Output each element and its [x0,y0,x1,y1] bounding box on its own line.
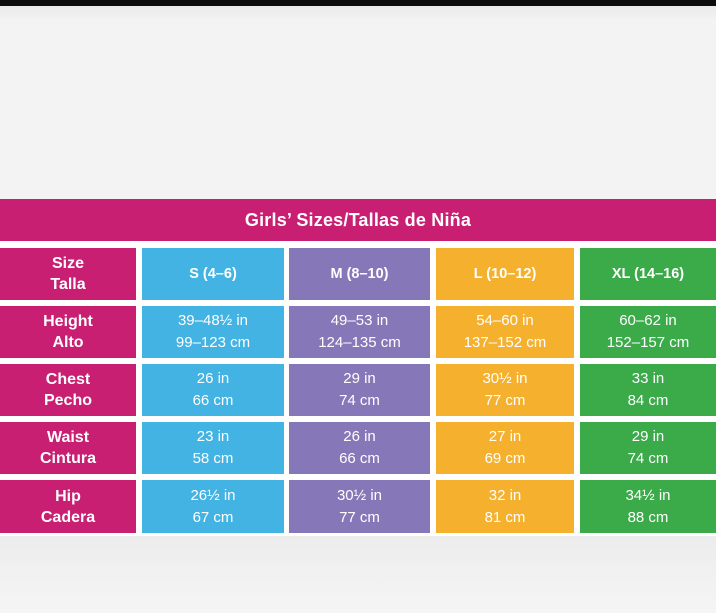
size-header-l: L (10–12) [436,248,574,300]
value-cell: 30½ in 77 cm [436,364,574,416]
value-cell: 33 in 84 cm [580,364,716,416]
value-cm: 66 cm [339,450,380,467]
value-cell: 54–60 in 137–152 cm [436,306,574,358]
size-header-m: M (8–10) [289,248,430,300]
value-in: 32 in [488,486,522,504]
value-cm: 124–135 cm [318,334,401,351]
chart-title: Girls’ Sizes/Tallas de Niña [244,210,472,230]
size-header-m-label: M (8–10) [330,266,389,282]
value-cell: 34½ in 88 cm [580,480,716,533]
size-header-s-label: S (4–6) [189,266,237,282]
size-label-en: Size [51,255,84,272]
value-in: 26 in [343,428,376,445]
value-cell: 60–62 in 152–157 cm [580,306,716,358]
top-shadow [0,6,716,20]
value-cell: 26½ in 67 cm [142,480,284,533]
size-header-xl: XL (14–16) [580,248,716,300]
value-in: 26 in [196,370,230,387]
value-cm: 137–152 cm [463,334,547,351]
size-header-l-label: L (10–12) [473,266,537,282]
value-cm: 81 cm [484,508,526,526]
value-cell: 26 in 66 cm [289,422,430,474]
value-in: 39–48½ in [177,312,249,329]
value-cm: 58 cm [192,450,234,467]
value-cell: 30½ in 77 cm [289,480,430,533]
value-in: 54–60 in [476,312,534,329]
size-header-s: S (4–6) [142,248,284,300]
status-bar [0,0,716,6]
value-cell: 27 in 69 cm [436,422,574,474]
value-cm: 77 cm [484,392,526,409]
value-cm: 152–157 cm [606,334,690,351]
value-cm: 67 cm [192,508,234,526]
row-label-waist: Waist Cintura [0,422,136,474]
row-label-es: Alto [52,334,84,351]
value-in: 34½ in [625,486,671,504]
value-in: 33 in [631,370,665,387]
row-label-en: Waist [46,429,90,446]
value-cm: 84 cm [627,392,669,409]
row-label-es: Pecho [43,392,92,409]
row-label-chest: Chest Pecho [0,364,136,416]
value-cell: 39–48½ in 99–123 cm [142,306,284,358]
row-label-en: Chest [45,371,91,388]
value-in: 29 in [631,428,665,445]
value-in: 60–62 in [619,312,677,329]
size-label-cell: Size Talla [0,248,136,300]
value-in: 27 in [488,428,522,445]
value-cell: 29 in 74 cm [289,364,430,416]
value-cell: 32 in 81 cm [436,480,574,533]
bottom-background [0,536,716,613]
value-cell: 29 in 74 cm [580,422,716,474]
value-cm: 77 cm [339,508,380,526]
title-band: Girls’ Sizes/Tallas de Niña [0,199,716,241]
row-label-es: Cintura [40,450,96,467]
value-in: 23 in [196,428,230,445]
value-cm: 69 cm [484,450,526,467]
row-label-en: Height [43,313,93,330]
row-label-en: Hip [55,487,81,505]
row-label-height: Height Alto [0,306,136,358]
size-chart: Girls’ Sizes/Tallas de Niña Size Talla S… [0,199,716,536]
value-cell: 26 in 66 cm [142,364,284,416]
value-in: 30½ in [482,370,528,387]
value-cm: 66 cm [192,392,234,409]
value-cm: 99–123 cm [175,334,251,351]
value-cm: 74 cm [627,450,669,467]
value-cell: 23 in 58 cm [142,422,284,474]
value-in: 26½ in [190,486,236,504]
value-cm: 74 cm [339,392,380,409]
value-in: 49–53 in [330,312,389,329]
value-cm: 88 cm [627,508,669,526]
value-cell: 49–53 in 124–135 cm [289,306,430,358]
size-label-es: Talla [50,276,86,293]
value-in: 30½ in [336,486,383,504]
size-header-xl-label: XL (14–16) [611,266,685,282]
row-label-hip: Hip Cadera [0,480,136,533]
row-label-es: Cadera [40,508,96,526]
value-in: 29 in [343,370,376,387]
